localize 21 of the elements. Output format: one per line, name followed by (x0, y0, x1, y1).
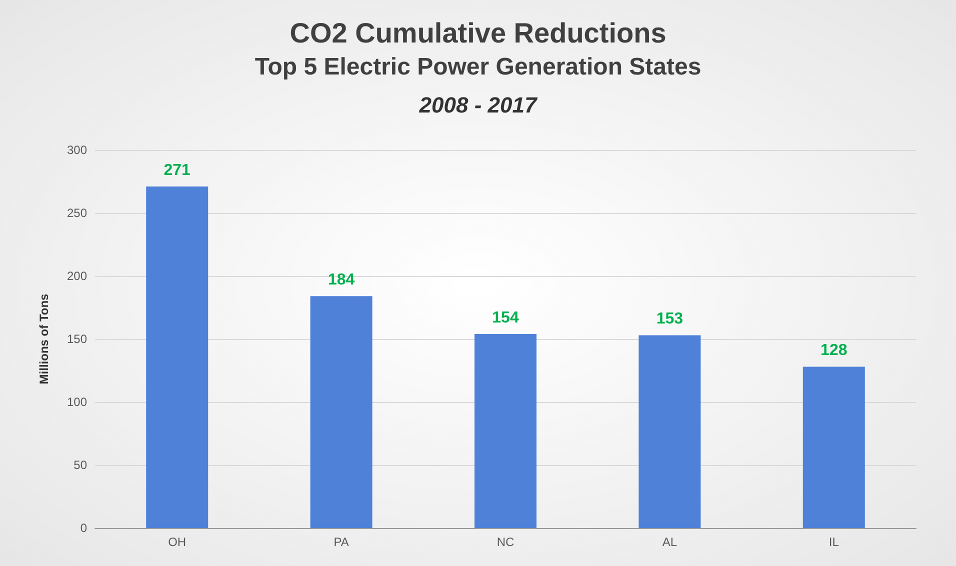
x-tick-label: OH (168, 535, 186, 549)
data-label: 128 (820, 342, 848, 360)
data-label: 271 (164, 162, 191, 180)
y-tick-label: 300 (66, 143, 88, 157)
y-axis-title: Millions of Tons (37, 293, 51, 384)
y-tick-label: 250 (66, 206, 88, 220)
text: 2008 - 2017 (418, 92, 538, 118)
x-tick-label: PA (334, 535, 349, 549)
x-tick-label: NC (496, 535, 514, 549)
y-tick-label: 150 (66, 332, 88, 346)
y-tick-label: 50 (74, 458, 88, 472)
x-tick-label: AL (662, 535, 678, 549)
y-tick-label: 0 (80, 521, 88, 535)
chart-title: CO2 Cumulative Reductions (290, 18, 666, 48)
chart-subtitle: Top 5 Electric Power Generation States (254, 54, 702, 80)
y-tick-label: 200 (66, 269, 88, 283)
y-tick-label: 100 (66, 395, 88, 409)
data-label: 154 (492, 309, 519, 326)
data-label: 184 (328, 272, 355, 289)
x-tick-label: IL (828, 535, 840, 549)
data-label: 153 (656, 310, 684, 328)
